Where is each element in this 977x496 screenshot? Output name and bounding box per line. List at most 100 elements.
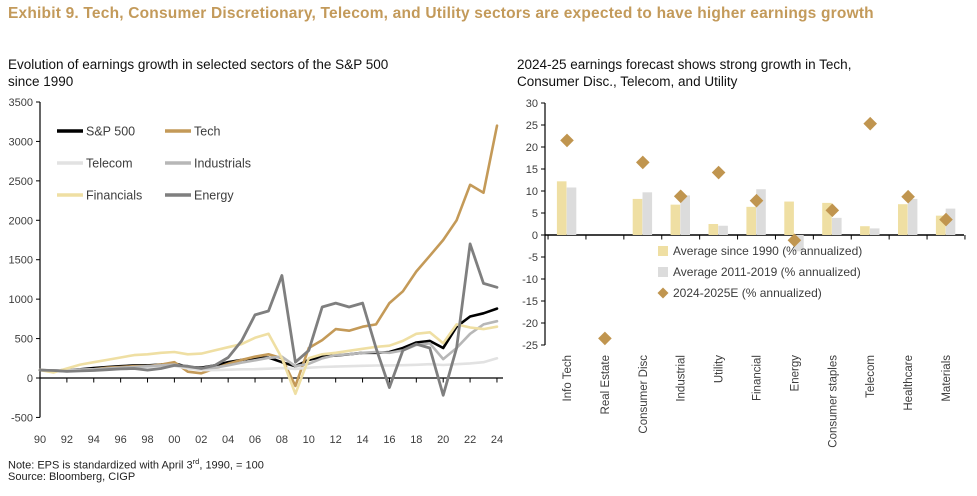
diamond-marker-consumer-staples: [825, 203, 840, 218]
exhibit-title: Exhibit 9. Tech, Consumer Discretionary,…: [8, 5, 874, 22]
diamond-marker-info-tech: [560, 133, 574, 148]
series-line-financials: [38, 323, 499, 396]
right-y-tick-label: -20: [522, 318, 538, 330]
category-label-telecom: Telecom: [865, 355, 877, 398]
footnote-text-end: , 1990, = 100: [199, 459, 264, 472]
bar-average-2011-2019-info-tech: [566, 187, 577, 235]
left-y-tick-label: 1000: [9, 294, 33, 306]
category-label-consumer-staples: Consumer staples: [827, 355, 839, 448]
right-y-tick-label: -10: [522, 274, 538, 286]
bar-average-since-1990-healthcare: [898, 204, 908, 235]
bar-chart: 30 25 20 15 10 5 0 -5 -10 -15 -20 -25 Info Tech Real …: [522, 98, 966, 448]
bar-average-since-1990-industrial: [670, 204, 681, 235]
left-y-tick-label: 500: [15, 334, 33, 346]
category-label-healthcare: Healthcare: [903, 355, 915, 411]
left-chart-title: Evolution of earnings growth in selected…: [8, 57, 389, 90]
bar-average-since-1990-financial: [746, 206, 756, 235]
category-label-industrial: Industrial: [676, 355, 688, 402]
left-x-tick-label: 10: [303, 434, 315, 446]
left-y-tick-label: 0: [27, 373, 33, 385]
right-y-tick-label: -25: [522, 340, 538, 352]
bar-average-2011-2019-utility: [718, 225, 728, 235]
bar-average-2011-2019-healthcare: [907, 198, 918, 235]
bar-average-2011-2019-consumer-disc: [642, 192, 653, 235]
left-x-tick-label: 18: [410, 434, 422, 446]
category-label-real-estate: Real Estate: [600, 355, 612, 414]
left-y-tick-label: 1500: [9, 255, 33, 267]
legend-label-telecom: Telecom: [86, 156, 133, 170]
left-x-tick-label: 08: [276, 434, 288, 446]
legend-label-industrials: Industrials: [194, 156, 251, 170]
right-y-tick-label: 25: [526, 120, 538, 132]
legend-label-tech: Tech: [194, 124, 220, 138]
left-y-tick-label: 3500: [9, 97, 33, 109]
right-y-tick-label: 15: [526, 164, 538, 176]
bar-average-since-1990-materials: [935, 215, 946, 235]
right-y-tick-label: -5: [528, 252, 538, 264]
series-line-s-p-500: [38, 307, 499, 372]
bar-average-2011-2019-financial: [756, 189, 766, 235]
left-x-tick-label: 00: [168, 434, 180, 446]
category-label-materials: Materials: [941, 355, 953, 402]
category-label-utility: Utility: [714, 355, 726, 383]
diamond-marker-real-estate: [598, 331, 612, 346]
legend-label-financials: Financials: [86, 188, 142, 202]
left-x-tick-label: 90: [34, 434, 46, 446]
diamond-marker-consumer-disc: [636, 155, 650, 170]
left-x-tick-label: 14: [356, 434, 368, 446]
footnote-text: Note: EPS is standardized with April 3: [8, 459, 193, 472]
left-x-tick-label: 98: [141, 434, 153, 446]
left-y-tick-label: 3000: [9, 136, 33, 148]
source-line: Source: Bloomberg, CIGP: [8, 471, 136, 483]
legend-label-average-since-1990: Average since 1990 (% annualized): [673, 244, 862, 258]
right-chart-title: 2024-25 earnings forecast shows strong g…: [517, 57, 852, 90]
left-x-tick-label: 20: [437, 434, 449, 446]
legend-swatch-average-since-1990: [658, 246, 668, 256]
diamond-marker-energy: [787, 233, 802, 248]
right-y-tick-label: -15: [522, 296, 538, 308]
right-y-tick-label: 20: [526, 142, 538, 154]
category-label-energy: Energy: [789, 355, 801, 392]
bar-average-since-1990-telecom: [860, 226, 870, 235]
bar-average-since-1990-energy: [784, 201, 794, 235]
category-label-info-tech: Info Tech: [562, 355, 574, 401]
diamond-marker-telecom: [863, 116, 877, 131]
footnote-superscript: rd: [192, 457, 200, 466]
bar-average-2011-2019-telecom: [869, 228, 880, 235]
bar-average-since-1990-consumer-staples: [822, 202, 832, 235]
legend-label-energy: Energy: [194, 188, 234, 202]
left-x-tick-label: 02: [195, 434, 207, 446]
category-label-consumer-disc: Consumer Disc: [638, 355, 650, 434]
legend-label-s-p-500: S&P 500: [86, 124, 135, 138]
legend-swatch-average-2011-2019: [658, 267, 668, 277]
left-x-tick-label: 94: [88, 434, 100, 446]
right-y-tick-label: 0: [532, 230, 538, 242]
footnote: Note: EPS is standardized with April 3rd…: [8, 457, 264, 472]
left-x-tick-label: 12: [330, 434, 342, 446]
legend-swatch-2024-2025e: [657, 287, 669, 299]
diamond-marker-healthcare: [901, 189, 915, 204]
right-y-tick-label: 30: [526, 98, 538, 110]
bar-average-since-1990-consumer-disc: [632, 198, 643, 235]
diamond-marker-utility: [711, 165, 726, 180]
left-y-tick-label: -500: [11, 412, 33, 424]
right-y-tick-label: 5: [532, 208, 538, 220]
bar-average-2011-2019-energy: [794, 235, 804, 252]
bar-average-2011-2019-industrial: [680, 195, 690, 235]
diamond-marker-industrial: [673, 189, 688, 204]
left-x-tick-label: 06: [249, 434, 261, 446]
bar-average-since-1990-utility: [708, 224, 719, 235]
left-x-tick-label: 04: [222, 434, 234, 446]
legend-label-average-2011-2019: Average 2011-2019 (% annualized): [673, 265, 861, 279]
bar-average-2011-2019-consumer-staples: [832, 217, 842, 235]
left-x-tick-label: 16: [383, 434, 395, 446]
category-label-financial: Financial: [752, 355, 764, 401]
left-x-tick-label: 96: [115, 434, 127, 446]
left-y-tick-label: 2000: [9, 215, 33, 227]
left-x-tick-label: 22: [464, 434, 476, 446]
left-x-tick-label: 24: [491, 434, 503, 446]
left-y-tick-label: 2500: [9, 176, 33, 188]
diamond-marker-materials: [939, 212, 953, 227]
